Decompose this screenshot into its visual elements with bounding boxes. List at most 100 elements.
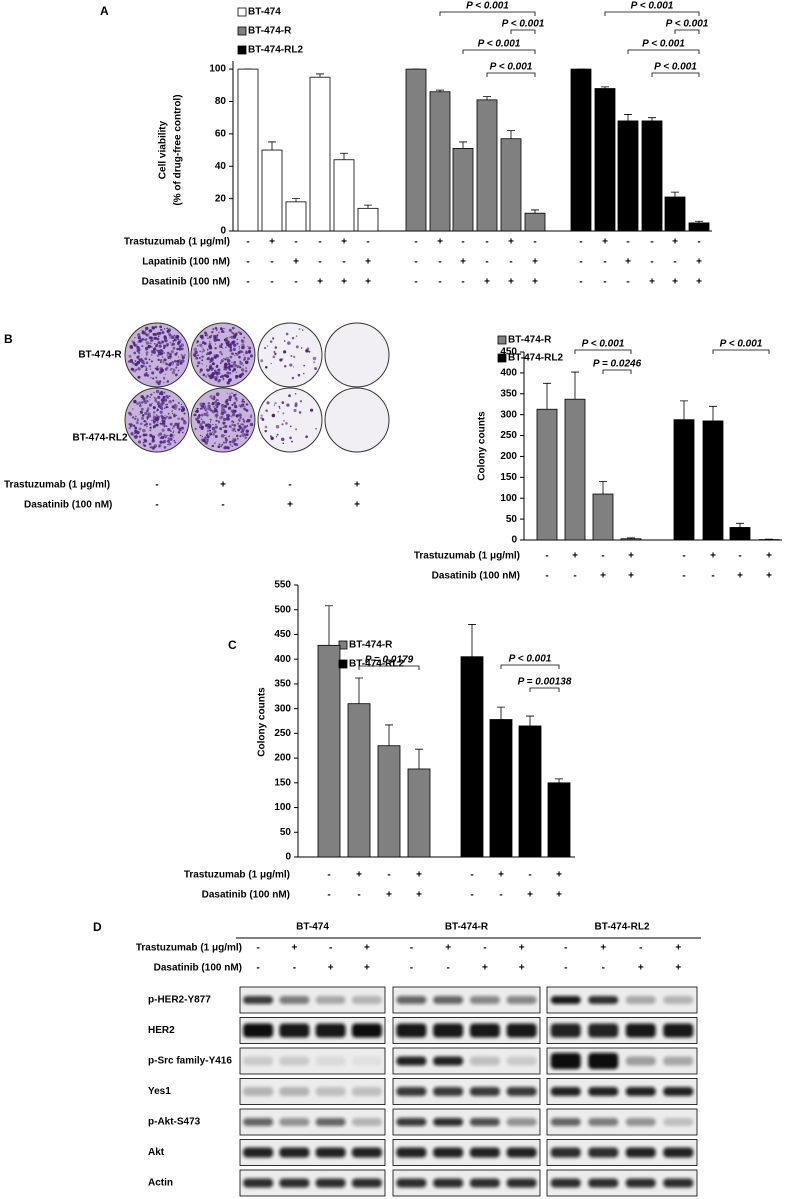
- colony: [137, 375, 141, 379]
- colony: [144, 365, 147, 368]
- colony: [220, 445, 223, 448]
- colony: [232, 369, 235, 372]
- colony: [244, 436, 247, 439]
- colony: [227, 362, 231, 366]
- colony: [204, 436, 207, 440]
- colony: [223, 429, 228, 434]
- colony: [157, 341, 161, 345]
- colony: [197, 420, 201, 424]
- colony: [236, 342, 239, 345]
- treatment-sign: -: [329, 943, 332, 954]
- bar: [309, 76, 331, 232]
- cell-line-label: BT-474-RL2: [594, 922, 649, 933]
- blot-band: [550, 1087, 581, 1096]
- treatment-sign: -: [461, 237, 464, 248]
- blot-band: [550, 1178, 581, 1188]
- treatment-sign: -: [626, 277, 629, 288]
- colony: [165, 363, 169, 366]
- blot-band: [279, 996, 310, 1004]
- colony: [245, 433, 249, 437]
- colony: [172, 430, 175, 432]
- colony: [143, 419, 146, 423]
- colony: [170, 350, 175, 354]
- blot-band: [506, 1087, 537, 1096]
- colony: [211, 372, 216, 376]
- colony: [150, 377, 152, 379]
- colony: [183, 421, 187, 425]
- treatment-sign: -: [738, 551, 741, 562]
- colony: [232, 421, 235, 424]
- colony: [155, 389, 160, 394]
- treatment-sign: -: [564, 963, 567, 974]
- treatment-sign: +: [519, 943, 525, 954]
- colony: [131, 408, 134, 410]
- treatment-sign: -: [342, 257, 345, 268]
- colony: [165, 404, 167, 406]
- colony: [151, 419, 153, 422]
- treatment-sign: -: [357, 890, 360, 901]
- colony: [166, 415, 169, 418]
- colony: [135, 434, 138, 436]
- y-tick-label: 350: [274, 679, 291, 690]
- colony: [162, 395, 166, 399]
- colony: [211, 426, 216, 431]
- treatment-sign: +: [416, 890, 422, 901]
- blot-band: [279, 1087, 310, 1096]
- treatment-sign: -: [438, 257, 441, 268]
- colony: [149, 426, 152, 429]
- colony: [168, 353, 172, 356]
- colony: [159, 325, 163, 329]
- error-bar: [497, 706, 505, 720]
- colony: [156, 409, 159, 412]
- colony: [227, 366, 231, 370]
- colony: [295, 428, 298, 431]
- colony: [236, 422, 240, 425]
- colony: [177, 369, 180, 372]
- colony: [163, 358, 166, 361]
- colony: [209, 409, 213, 412]
- blot-band: [315, 1178, 346, 1188]
- treatment-sign: -: [470, 870, 473, 881]
- treatment-sign: -: [603, 257, 606, 268]
- colony: [266, 401, 270, 405]
- treatment-label: Dasatinib (100 nM): [202, 890, 290, 901]
- colony: [142, 441, 145, 444]
- treatment-sign: -: [366, 237, 369, 248]
- colony: [151, 402, 153, 405]
- colony: [230, 335, 234, 339]
- colony: [233, 366, 235, 368]
- colony: [234, 430, 237, 432]
- colony: [289, 436, 292, 440]
- colony: [180, 405, 183, 408]
- colony: [151, 354, 153, 356]
- colony: [284, 365, 287, 368]
- significance-bracket: [712, 349, 770, 354]
- colony: [264, 365, 268, 369]
- colony: [142, 362, 144, 365]
- panel-label: B: [4, 332, 13, 346]
- colony: [149, 396, 151, 398]
- blot-band: [396, 1023, 427, 1038]
- legend-swatch: [497, 353, 507, 363]
- colony: [263, 347, 266, 350]
- bar: [407, 768, 431, 858]
- colony: [180, 409, 184, 413]
- colony: [131, 416, 135, 419]
- colony: [149, 433, 153, 437]
- blot-band: [243, 1178, 274, 1188]
- colony: [180, 403, 183, 406]
- colony: [160, 328, 163, 332]
- colony: [163, 433, 166, 436]
- bar: [500, 138, 522, 232]
- blot-band: [469, 1023, 500, 1038]
- error-bar: [627, 537, 635, 539]
- colony: [139, 422, 143, 426]
- colony: [158, 344, 162, 348]
- y-tick-label: 200: [274, 753, 291, 764]
- treatment-sign: -: [414, 277, 417, 288]
- colony: [224, 446, 228, 450]
- blot-band: [351, 1023, 382, 1038]
- colony: [164, 435, 168, 439]
- colony: [214, 407, 216, 410]
- colony: [209, 375, 213, 380]
